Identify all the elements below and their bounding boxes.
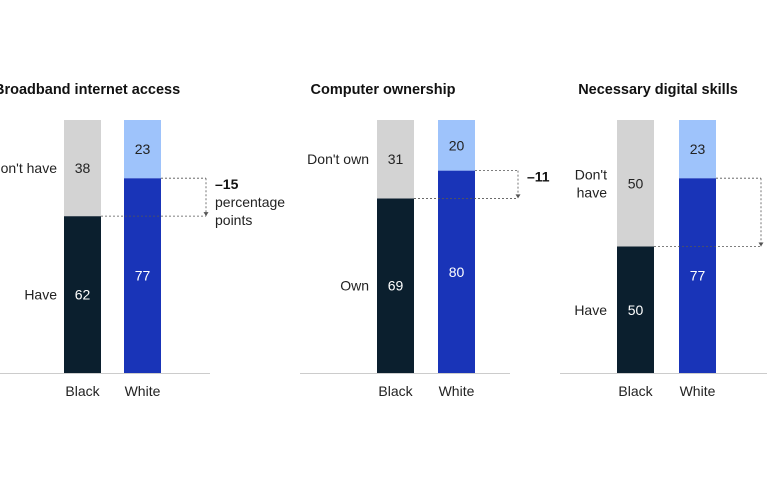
gap-arrowhead <box>515 194 521 199</box>
row-label-bottom: Have <box>24 287 57 303</box>
x-tick-label: Black <box>65 383 100 399</box>
data-label: 69 <box>388 278 404 294</box>
data-label: 23 <box>135 141 151 157</box>
data-label: 38 <box>75 160 91 176</box>
row-label-top: have <box>577 184 608 200</box>
x-tick-label: White <box>125 383 161 399</box>
data-label: 23 <box>690 141 706 157</box>
row-label-bottom: Have <box>574 302 607 318</box>
gap-arrowhead <box>203 212 209 217</box>
bar-black-don-t-have <box>617 120 654 247</box>
bar-black-own <box>377 198 414 373</box>
bar-black-have <box>617 246 654 373</box>
x-tick-label: White <box>439 383 475 399</box>
gap-arrowhead <box>758 242 764 247</box>
bar-white-own <box>438 170 475 373</box>
gap-annotation-text: points <box>215 212 252 228</box>
row-label-bottom: Own <box>340 278 369 294</box>
bar-white-have <box>124 178 161 373</box>
bar-white-don-t-own <box>438 120 475 171</box>
x-tick-label: White <box>680 383 716 399</box>
panel-title: Necessary digital skills <box>578 82 738 98</box>
data-label: 50 <box>628 175 644 191</box>
data-label: 77 <box>135 268 151 284</box>
bar-black-have <box>64 216 101 373</box>
bar-black-don-t-have <box>64 120 101 217</box>
x-tick-label: Black <box>618 383 653 399</box>
data-label: 50 <box>628 302 644 318</box>
gap-annotation-value: –15 <box>215 176 239 192</box>
row-label-top: Don't <box>575 166 607 182</box>
panel-title: Computer ownership <box>310 82 455 98</box>
bar-white-have <box>679 178 716 373</box>
bar-black-don-t-own <box>377 120 414 199</box>
gap-annotation-text: percentage <box>215 194 285 210</box>
data-label: 62 <box>75 287 91 303</box>
x-tick-label: Black <box>378 383 413 399</box>
row-label-top: Don't have <box>0 160 57 176</box>
bar-white-don-t-have <box>124 120 161 179</box>
data-label: 80 <box>449 264 465 280</box>
data-label: 77 <box>690 268 706 284</box>
data-label: 20 <box>449 137 465 153</box>
row-label-top: Don't own <box>307 151 369 167</box>
panel-title: Broadband internet access <box>0 82 180 98</box>
data-label: 31 <box>388 151 404 167</box>
bar-white-don-t-have <box>679 120 716 179</box>
gap-annotation-value: –11 <box>527 169 550 185</box>
